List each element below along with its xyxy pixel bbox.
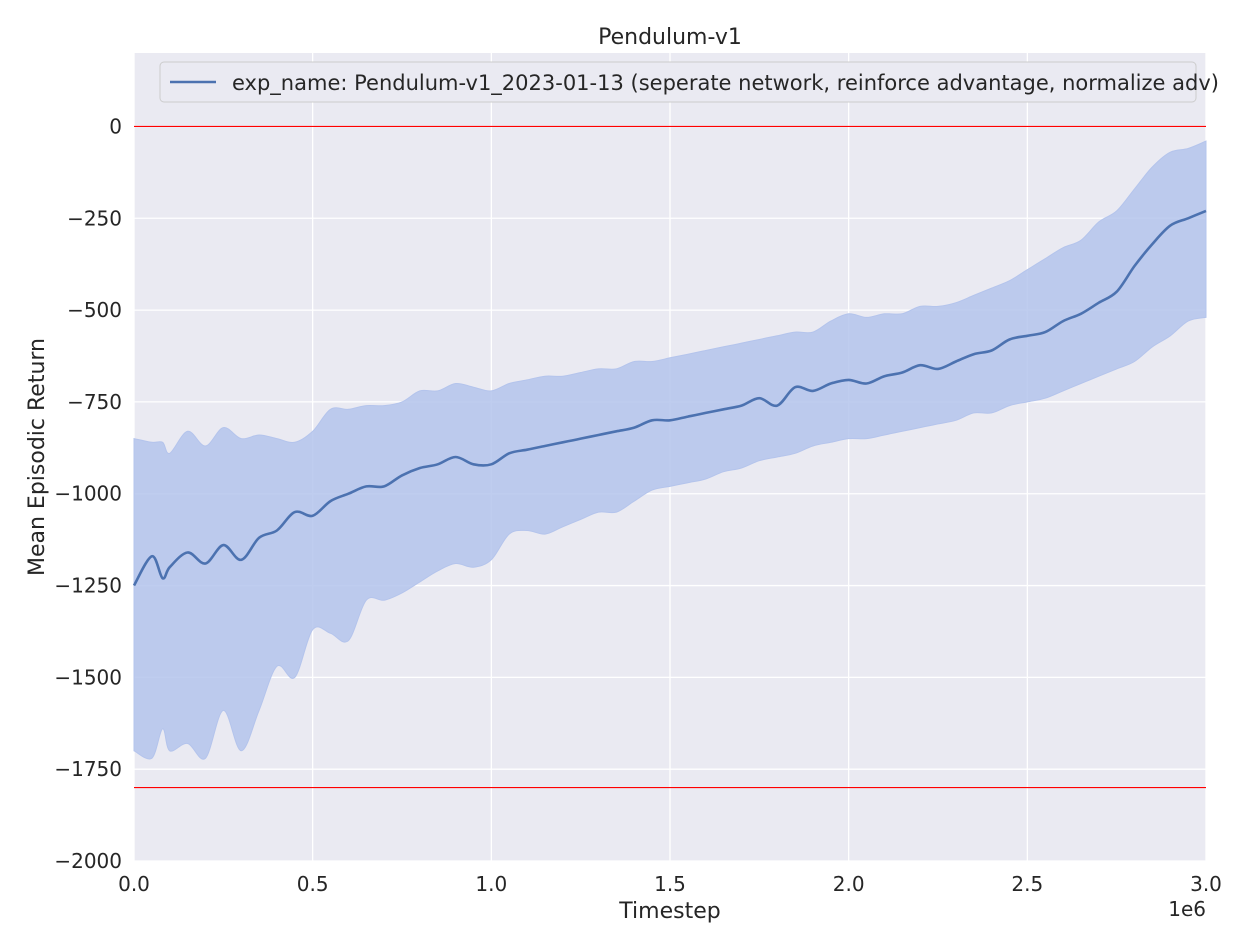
legend-label: exp_name: Pendulum-v1_2023-01-13 (sepera…: [232, 71, 1219, 96]
y-tick-labels: 0 −250 −500 −750 −1000 −1250 −1500 −1750 −2000: [54, 114, 122, 873]
legend: exp_name: Pendulum-v1_2023-01-13 (sepera…: [159, 61, 1219, 103]
series-line-layer: [132, 209, 1207, 587]
series-line: [132, 209, 1207, 587]
legend-box: [159, 61, 1197, 103]
confidence-band: [133, 140, 1207, 760]
x-tick-label: 2.5: [1011, 872, 1043, 896]
x-tick-label: 2.0: [833, 872, 865, 896]
chart-title: Pendulum-v1: [598, 25, 742, 50]
reference-lines: [134, 125, 1206, 789]
x-tick-label: 1.5: [654, 872, 686, 896]
confidence-band-layer: [133, 140, 1207, 760]
y-tick-label: −2000: [54, 849, 122, 873]
y-tick-label: −250: [67, 206, 122, 230]
x-tick-label: 3.0: [1190, 872, 1222, 896]
y-tick-label: −750: [67, 390, 122, 414]
x-tick-label: 0.5: [297, 872, 329, 896]
y-tick-label: −500: [67, 298, 122, 322]
x-axis-label: Timestep: [618, 899, 720, 924]
x-tick-labels: 0.0 0.5 1.0 1.5 2.0 2.5 3.0: [118, 872, 1222, 896]
x-tick-label: 1.0: [475, 872, 507, 896]
y-tick-label: −1500: [54, 665, 122, 689]
y-tick-label: 0: [109, 114, 122, 138]
x-axis-offset-label: 1e6: [1168, 897, 1206, 921]
y-tick-label: −1000: [54, 482, 122, 506]
y-tick-label: −1750: [54, 757, 122, 781]
x-tick-label: 0.0: [118, 872, 150, 896]
y-tick-label: −1250: [54, 574, 122, 598]
y-axis-label: Mean Episodic Return: [25, 338, 50, 576]
